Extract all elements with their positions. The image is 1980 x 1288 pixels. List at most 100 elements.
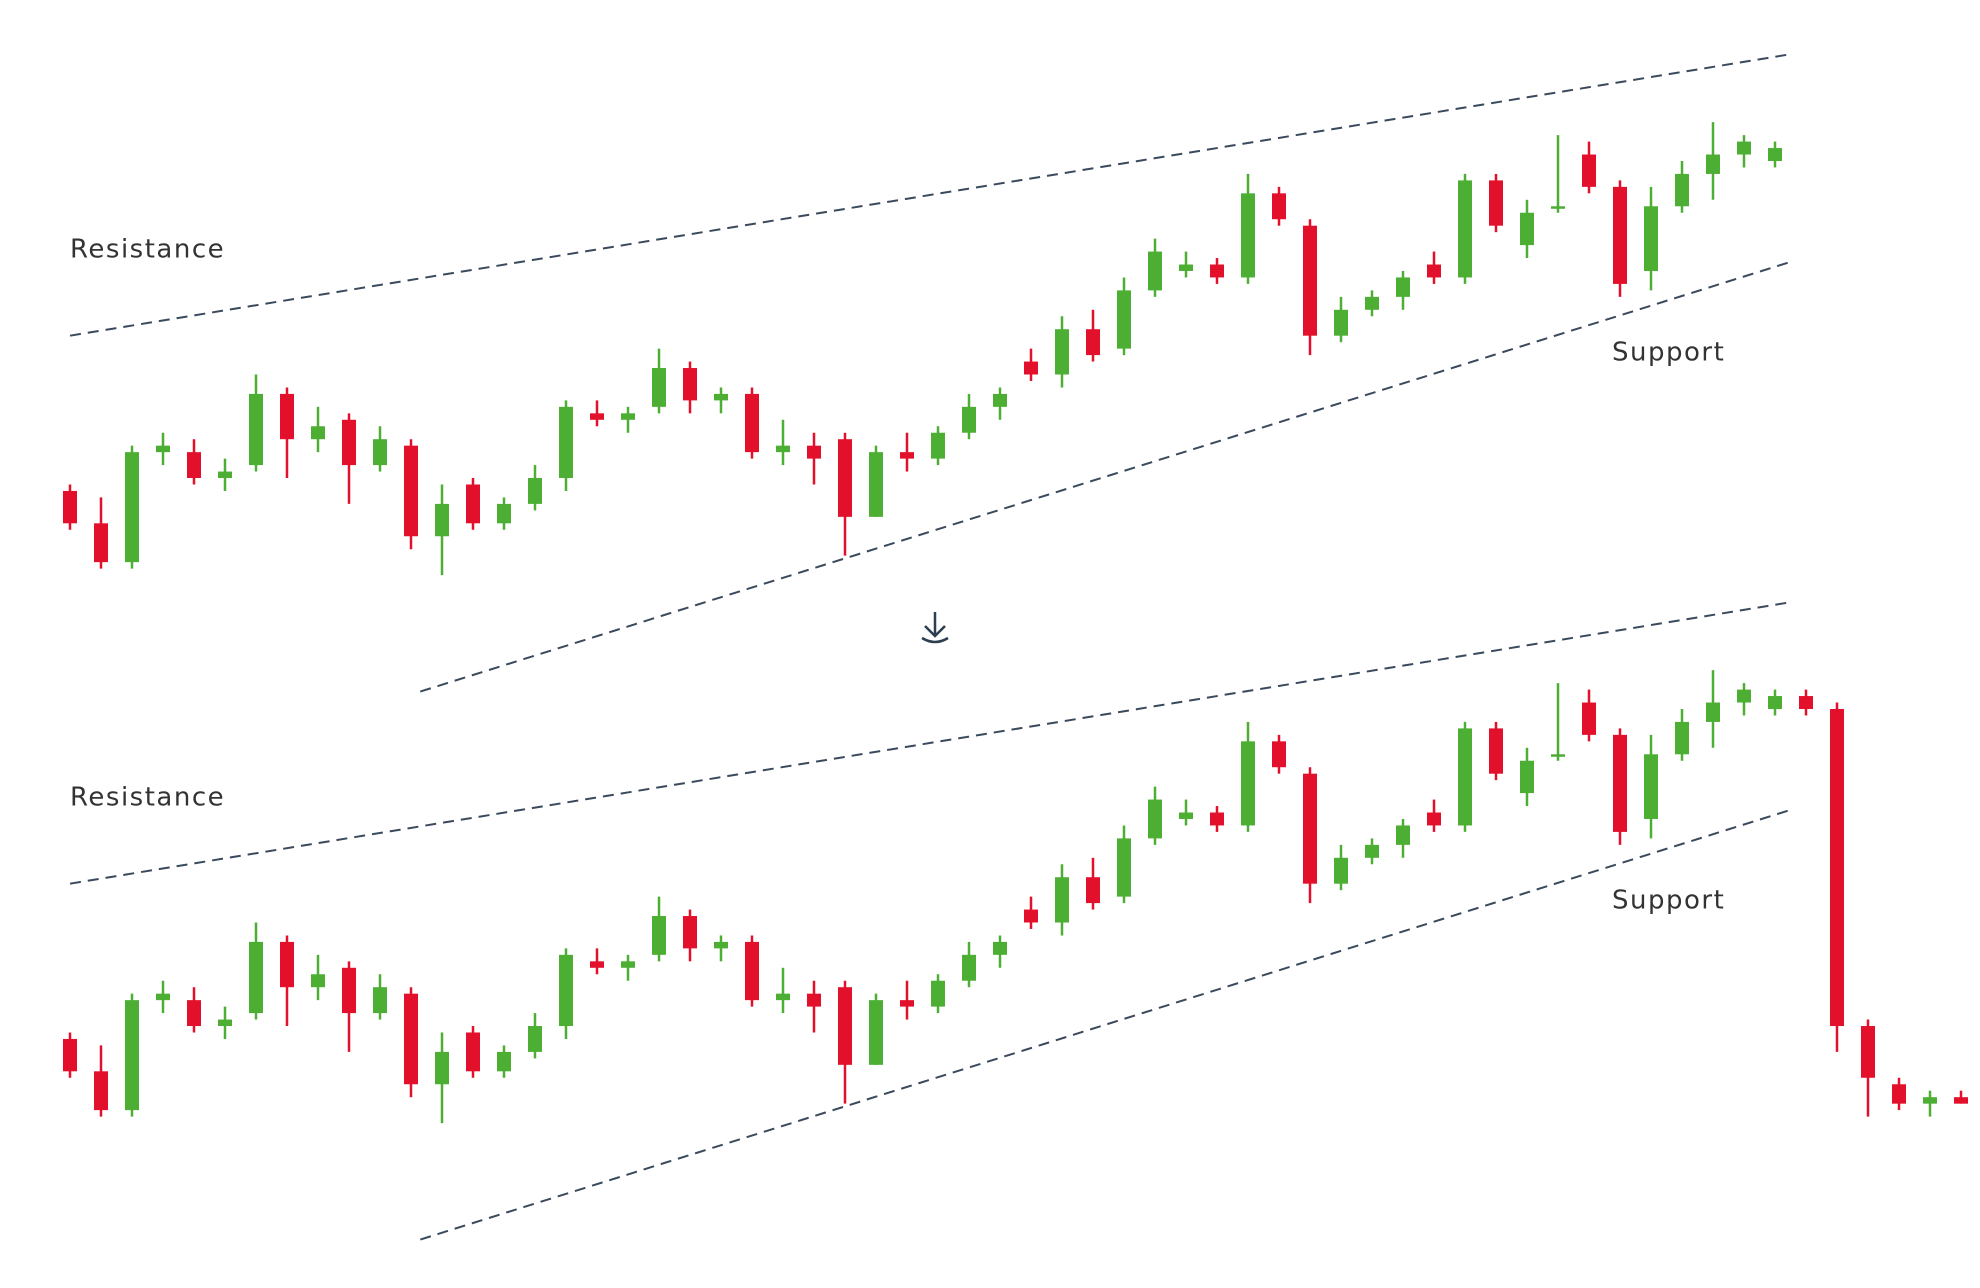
body: [652, 916, 666, 955]
body: [63, 1038, 77, 1072]
body: [993, 941, 1007, 955]
body: [311, 974, 325, 988]
body: [714, 941, 728, 949]
body: [745, 941, 759, 1001]
trend-label: Resistance: [70, 783, 225, 813]
trend-line: [420, 808, 1791, 1241]
body: [1024, 361, 1038, 375]
body: [1303, 225, 1317, 336]
body: [1148, 799, 1162, 839]
body: [1551, 206, 1565, 209]
body: [1489, 728, 1503, 774]
body: [1055, 877, 1069, 923]
body: [1706, 702, 1720, 722]
body: [466, 484, 480, 524]
body: [342, 967, 356, 1014]
body: [683, 916, 697, 949]
body: [1210, 264, 1224, 278]
body: [94, 523, 108, 563]
body: [807, 445, 821, 459]
body: [1737, 689, 1751, 703]
body: [1582, 702, 1596, 735]
body: [1520, 212, 1534, 246]
body: [1148, 251, 1162, 291]
body: [528, 478, 542, 504]
body: [1706, 154, 1720, 174]
body: [931, 980, 945, 1007]
body: [435, 503, 449, 537]
body: [187, 452, 201, 479]
body: [1272, 193, 1286, 220]
arrow: [921, 612, 949, 644]
body: [590, 961, 604, 968]
body: [1830, 708, 1844, 1027]
body: [156, 445, 170, 453]
body: [404, 445, 418, 537]
trend-label: Support: [1612, 886, 1725, 916]
body: [869, 452, 883, 517]
body: [1055, 329, 1069, 375]
body: [280, 393, 294, 440]
body: [1365, 296, 1379, 310]
body: [342, 419, 356, 466]
body: [1117, 290, 1131, 349]
down-arrow: [921, 612, 949, 644]
body: [1365, 844, 1379, 858]
body: [373, 987, 387, 1014]
body: [714, 393, 728, 401]
body: [1613, 734, 1627, 832]
body: [559, 954, 573, 1027]
body: [1241, 741, 1255, 826]
body: [1954, 1097, 1968, 1104]
body: [1644, 754, 1658, 819]
body: [1086, 877, 1100, 904]
body: [745, 393, 759, 453]
body: [807, 993, 821, 1007]
body: [1892, 1084, 1906, 1104]
body: [1861, 1026, 1875, 1078]
body: [1334, 309, 1348, 336]
body: [1675, 173, 1689, 207]
body: [125, 1000, 139, 1111]
body: [900, 1000, 914, 1007]
body: [249, 941, 263, 1014]
body: [187, 1000, 201, 1027]
body: [280, 941, 294, 988]
body: [1427, 812, 1441, 826]
body: [1179, 264, 1193, 271]
body: [1799, 696, 1813, 709]
body: [1458, 180, 1472, 278]
body: [1272, 741, 1286, 768]
body: [1086, 329, 1100, 356]
body: [900, 452, 914, 459]
body: [156, 993, 170, 1001]
body: [125, 452, 139, 563]
trend-label: Resistance: [70, 235, 225, 265]
body: [1644, 206, 1658, 271]
body: [1427, 264, 1441, 278]
body: [1520, 760, 1534, 794]
body: [404, 993, 418, 1085]
body: [838, 987, 852, 1065]
trend-line: [420, 260, 1791, 693]
body: [218, 1019, 232, 1027]
body: [1551, 754, 1565, 757]
body: [1396, 277, 1410, 297]
body: [497, 1051, 511, 1072]
body: [652, 368, 666, 407]
body: [63, 490, 77, 524]
body: [559, 406, 573, 479]
body: [683, 368, 697, 401]
trend-label: Support: [1612, 338, 1725, 368]
body: [1768, 148, 1782, 161]
body: [869, 1000, 883, 1065]
body: [1582, 154, 1596, 187]
body: [1024, 909, 1038, 923]
body: [1303, 773, 1317, 884]
body: [621, 961, 635, 968]
body: [621, 413, 635, 420]
body: [249, 393, 263, 466]
body: [1241, 193, 1255, 278]
